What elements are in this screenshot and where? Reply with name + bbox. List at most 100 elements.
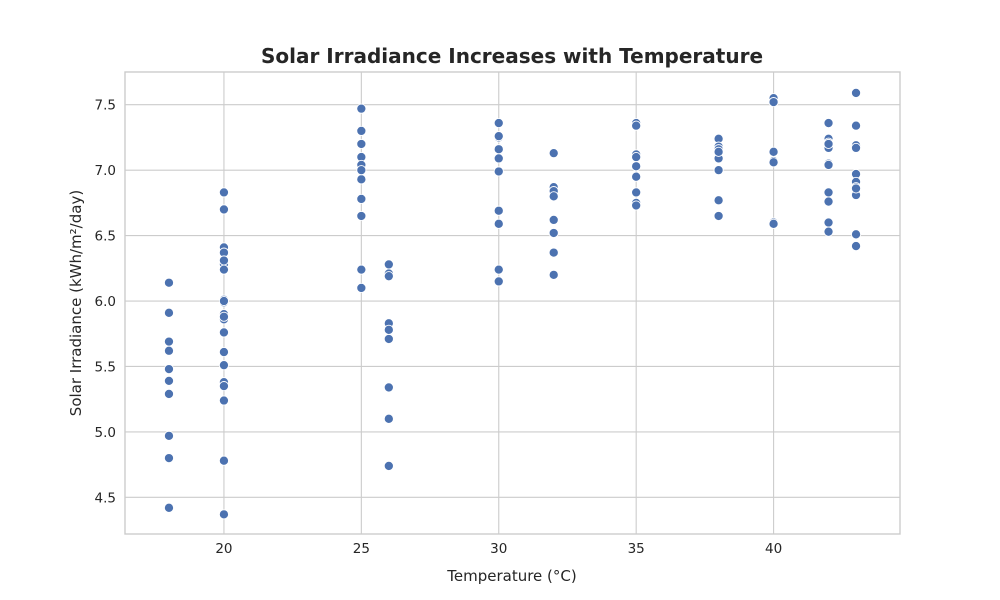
data-point: [713, 210, 724, 222]
data-point: [163, 453, 175, 464]
data-point: [163, 307, 175, 318]
data-point: [548, 148, 559, 159]
data-point: [163, 277, 175, 288]
data-point: [823, 117, 834, 129]
data-point: [383, 382, 394, 393]
y-tick-label: 7.5: [95, 98, 116, 114]
x-tick-label: 25: [353, 541, 370, 557]
data-point: [163, 388, 175, 400]
data-point: [631, 152, 642, 163]
data-point: [850, 87, 862, 98]
data-point: [493, 218, 504, 229]
data-point: [493, 153, 504, 164]
data-point: [383, 460, 394, 471]
data-point: [713, 195, 724, 206]
data-point: [548, 227, 559, 239]
data-point: [631, 120, 642, 131]
data-point: [218, 295, 229, 307]
data-point: [713, 165, 724, 176]
data-point: [218, 264, 229, 275]
data-point: [356, 103, 367, 114]
x-tick-label: 35: [628, 541, 645, 557]
chart-title: Solar Irradiance Increases with Temperat…: [261, 44, 763, 68]
data-point: [631, 187, 642, 198]
y-tick-label: 6.0: [95, 294, 116, 310]
y-axis-label: Solar Irradiance (kWh/m²/day): [67, 190, 85, 416]
x-axis-ticks: 20 25 30 35 40: [215, 541, 782, 557]
data-point: [218, 327, 229, 338]
data-points: [163, 87, 862, 520]
data-point: [713, 146, 724, 157]
data-point: [823, 196, 834, 207]
data-point: [218, 255, 229, 266]
data-point: [823, 138, 834, 150]
y-axis-ticks: 4.5 5.0 5.5 6.0 6.5 7.0 7.5: [95, 98, 116, 507]
data-point: [356, 174, 367, 185]
data-point: [493, 166, 504, 177]
data-point: [548, 269, 559, 280]
data-point: [850, 142, 862, 153]
data-point: [631, 171, 642, 182]
data-point: [850, 183, 862, 194]
data-point: [768, 218, 779, 229]
data-point: [218, 311, 229, 322]
data-point: [823, 226, 834, 237]
data-point: [850, 241, 862, 252]
x-tick-label: 20: [215, 541, 232, 557]
data-point: [823, 187, 834, 198]
data-point: [631, 200, 642, 211]
data-point: [163, 375, 175, 386]
y-tick-label: 5.0: [95, 425, 116, 441]
data-point: [383, 271, 394, 282]
data-point: [218, 204, 229, 215]
data-point: [493, 276, 504, 287]
data-point: [163, 502, 175, 513]
y-tick-label: 6.5: [95, 229, 116, 245]
data-point: [218, 187, 229, 198]
x-axis-label: Temperature (°C): [446, 567, 576, 585]
data-point: [163, 336, 175, 347]
data-point: [356, 125, 367, 136]
data-point: [383, 259, 394, 270]
plot-frame: [124, 71, 901, 535]
data-point: [768, 97, 779, 108]
x-tick-label: 30: [490, 541, 507, 557]
data-point: [356, 165, 367, 176]
x-tick-label: 40: [765, 541, 782, 557]
data-point: [163, 430, 175, 441]
grid-lines: [125, 72, 900, 534]
data-point: [493, 117, 504, 129]
data-point: [548, 214, 559, 225]
data-point: [850, 120, 862, 131]
data-point: [218, 381, 229, 392]
data-point: [163, 345, 175, 356]
y-tick-label: 4.5: [95, 490, 116, 506]
y-tick-label: 5.5: [95, 359, 116, 375]
data-point: [356, 282, 367, 293]
data-point: [383, 333, 394, 345]
data-point: [631, 161, 642, 172]
data-point: [493, 205, 504, 216]
data-point: [218, 509, 229, 520]
data-point: [218, 347, 229, 358]
data-point: [383, 413, 394, 424]
data-point: [850, 229, 862, 240]
data-point: [356, 193, 367, 205]
data-point: [218, 395, 229, 406]
data-point: [548, 247, 559, 258]
data-point: [823, 159, 834, 170]
data-point: [356, 210, 367, 222]
data-point: [493, 264, 504, 275]
data-point: [218, 455, 229, 466]
data-point: [163, 364, 175, 375]
data-point: [768, 157, 779, 168]
data-point: [493, 144, 504, 155]
data-point: [356, 138, 367, 150]
data-point: [768, 146, 779, 157]
data-point: [493, 131, 504, 142]
data-point: [218, 360, 229, 371]
y-tick-label: 7.0: [95, 163, 116, 179]
data-point: [383, 324, 394, 335]
